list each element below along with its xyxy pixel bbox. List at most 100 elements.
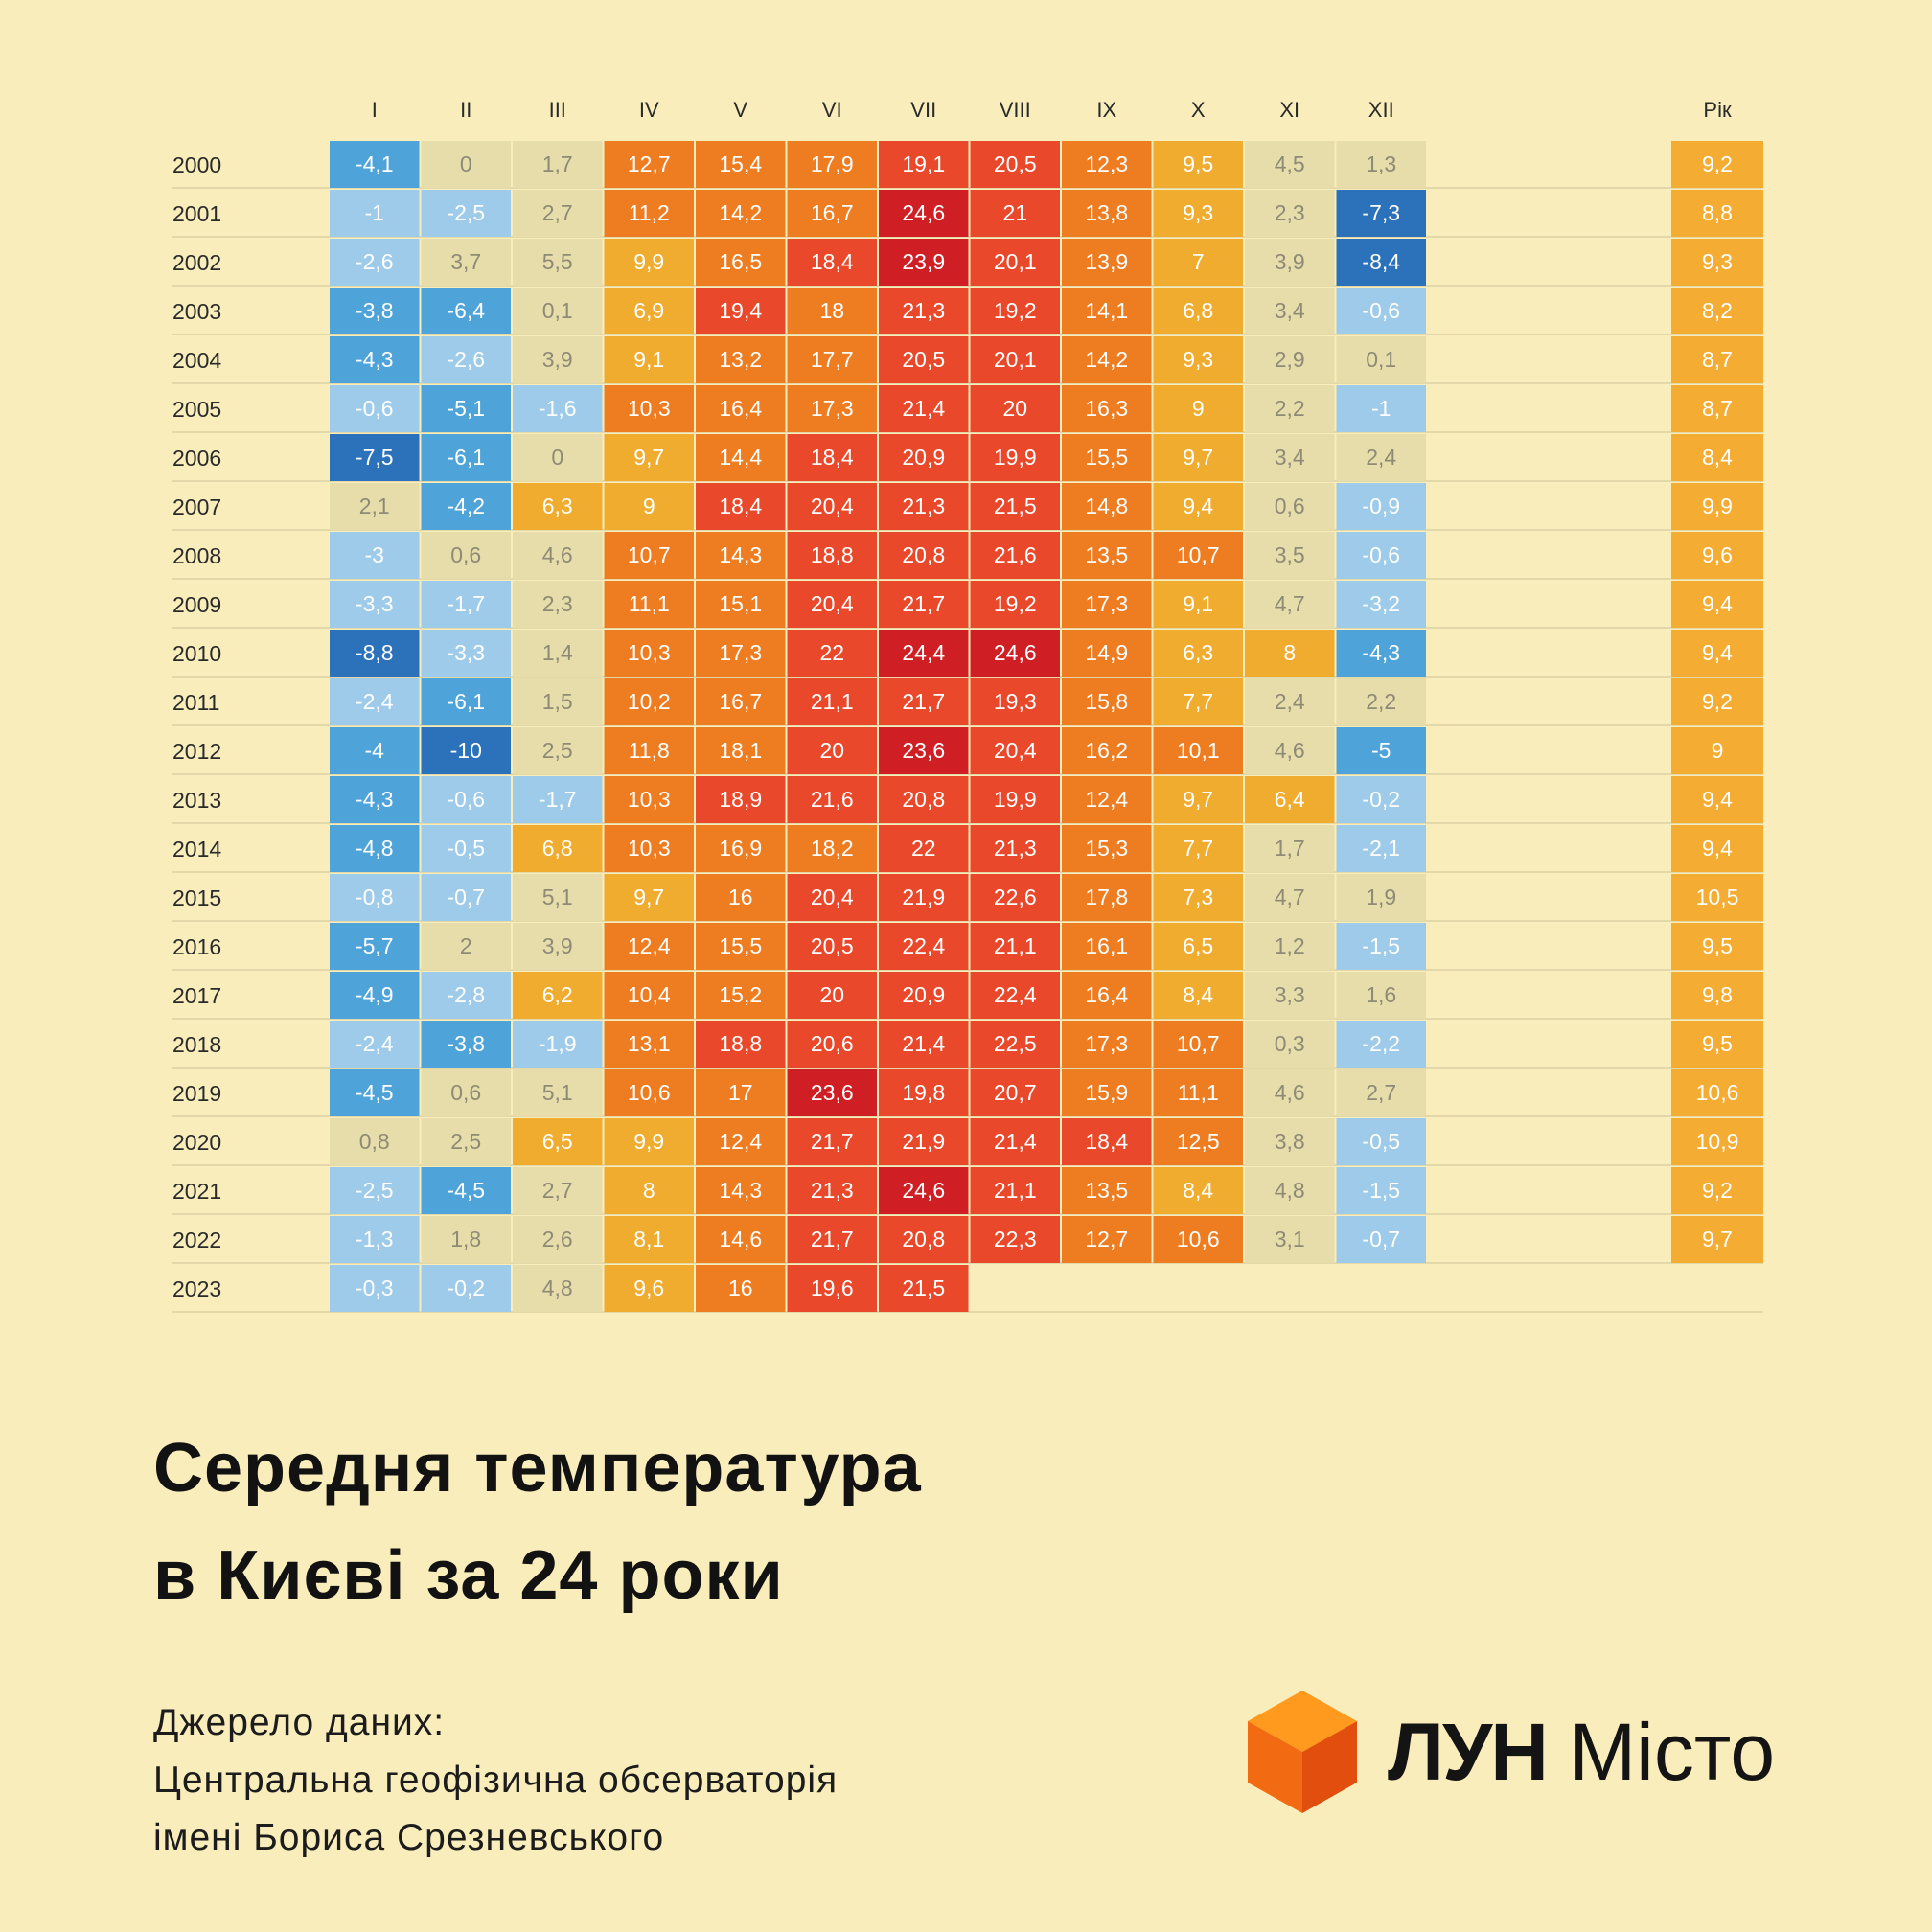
heatmap-cell: [604, 825, 694, 872]
annual-cell: [1671, 972, 1763, 1019]
heatmap-cell: [1062, 141, 1152, 188]
heatmap-cell: [970, 288, 1060, 334]
cell-value: -8,8: [356, 640, 394, 665]
heatmap-cell: [696, 923, 786, 970]
cell-value: -4,3: [356, 347, 394, 372]
heatmap-cell: [1062, 385, 1152, 432]
cell-value: 21,3: [902, 494, 945, 518]
year-label: 2001: [172, 201, 221, 226]
heatmap-cell: [1153, 336, 1243, 383]
cell-value: 8,4: [1183, 1178, 1213, 1203]
cell-value: 10,3: [628, 640, 671, 665]
cell-value: 9,6: [633, 1276, 664, 1300]
heatmap-cell: [421, 288, 511, 334]
year-label: 2013: [172, 788, 221, 813]
heatmap-cell: [1153, 972, 1243, 1019]
annual-value: 9,6: [1702, 542, 1733, 567]
cell-value: 20: [819, 982, 844, 1007]
heatmap-cell: [970, 385, 1060, 432]
cell-value: 6,8: [1183, 298, 1213, 323]
annual-value: 9,5: [1702, 1031, 1733, 1056]
cell-value: 10,7: [1177, 1031, 1220, 1056]
heatmap-cell: [330, 727, 420, 774]
heatmap-cell: [604, 288, 694, 334]
cell-value: 3,8: [1275, 1129, 1305, 1154]
heatmap-cell: [1336, 825, 1426, 872]
cell-value: 10,3: [628, 396, 671, 421]
cell-value: -0,6: [356, 396, 394, 421]
heatmap-cell: [1336, 483, 1426, 530]
cell-value: 7: [1192, 249, 1205, 274]
heatmap-cell: [1062, 923, 1152, 970]
heatmap-cell: [330, 1167, 420, 1214]
cell-value: 8,1: [633, 1227, 664, 1252]
cell-value: 19,2: [994, 298, 1037, 323]
heatmap-cell: [1336, 434, 1426, 481]
cell-value: 12,7: [628, 151, 671, 176]
heatmap-cell: [787, 972, 877, 1019]
heatmap-cell: [1336, 288, 1426, 334]
cell-value: -2,2: [1362, 1031, 1400, 1056]
heatmap-cell: [1245, 678, 1335, 725]
annual-cell: [1671, 190, 1763, 237]
heatmap-cell: [970, 776, 1060, 823]
heatmap-cell: [421, 776, 511, 823]
heatmap-cell: [513, 239, 603, 286]
cell-value: -2,8: [447, 982, 485, 1007]
heatmap-cell: [1245, 1021, 1335, 1068]
cell-value: 5,1: [542, 885, 573, 909]
heatmap-cell: [970, 532, 1060, 579]
cell-value: -0,6: [1362, 298, 1400, 323]
heatmap-cell: [604, 336, 694, 383]
cell-value: 16,4: [1085, 982, 1128, 1007]
cell-value: 17,3: [811, 396, 854, 421]
column-header: II: [460, 98, 472, 122]
heatmap-cell: [1062, 1021, 1152, 1068]
heatmap-cell: [1062, 1216, 1152, 1263]
cell-value: -0,2: [447, 1276, 485, 1300]
heatmap-cell: [1153, 385, 1243, 432]
heatmap-cell: [604, 874, 694, 921]
heatmap-cell: [421, 923, 511, 970]
cell-value: 19,9: [994, 787, 1037, 812]
cell-value: 10,6: [628, 1080, 671, 1105]
cell-value: 3,9: [1275, 249, 1305, 274]
title-line-1: Середня температура: [153, 1430, 922, 1506]
heatmap-cell: [970, 190, 1060, 237]
heatmap-cell: [1336, 190, 1426, 237]
annual-value: 9,5: [1702, 933, 1733, 958]
heatmap-cell: [696, 581, 786, 628]
annual-value: 9: [1712, 738, 1724, 763]
heatmap-cell: [879, 776, 969, 823]
cell-value: 18,4: [719, 494, 762, 518]
cell-value: -0,5: [447, 836, 485, 861]
cell-value: 24,6: [994, 640, 1037, 665]
heatmap-cell: [513, 1167, 603, 1214]
source-label: Джерело даних:: [153, 1702, 446, 1743]
cell-value: 3,9: [542, 347, 573, 372]
heatmap-cell: [1153, 776, 1243, 823]
heatmap-cell: [879, 923, 969, 970]
heatmap-cell: [696, 1118, 786, 1165]
heatmap-cell: [513, 532, 603, 579]
heatmap-cell: [787, 1021, 877, 1068]
heatmap-cell: [970, 972, 1060, 1019]
chart-title: Середня температура в Києві за 24 роки: [153, 1414, 922, 1629]
cell-value: -5,1: [447, 396, 485, 421]
cell-value: 14,9: [1085, 640, 1128, 665]
heatmap-cell: [879, 1167, 969, 1214]
heatmap-cell: [1062, 581, 1152, 628]
annual-cell: [1671, 434, 1763, 481]
cell-value: 13,8: [1085, 200, 1128, 225]
heatmap-cell: [879, 141, 969, 188]
heatmap-cell: [421, 1070, 511, 1116]
cell-value: 17,9: [811, 151, 854, 176]
cell-value: 14,4: [719, 445, 762, 470]
heatmap-cell: [604, 678, 694, 725]
column-header: VI: [822, 98, 842, 122]
cell-value: 0: [551, 445, 564, 470]
heatmap-cell: [330, 630, 420, 677]
heatmap-cell: [330, 1070, 420, 1116]
cell-value: 6,5: [1183, 933, 1213, 958]
cell-value: 0,1: [542, 298, 573, 323]
